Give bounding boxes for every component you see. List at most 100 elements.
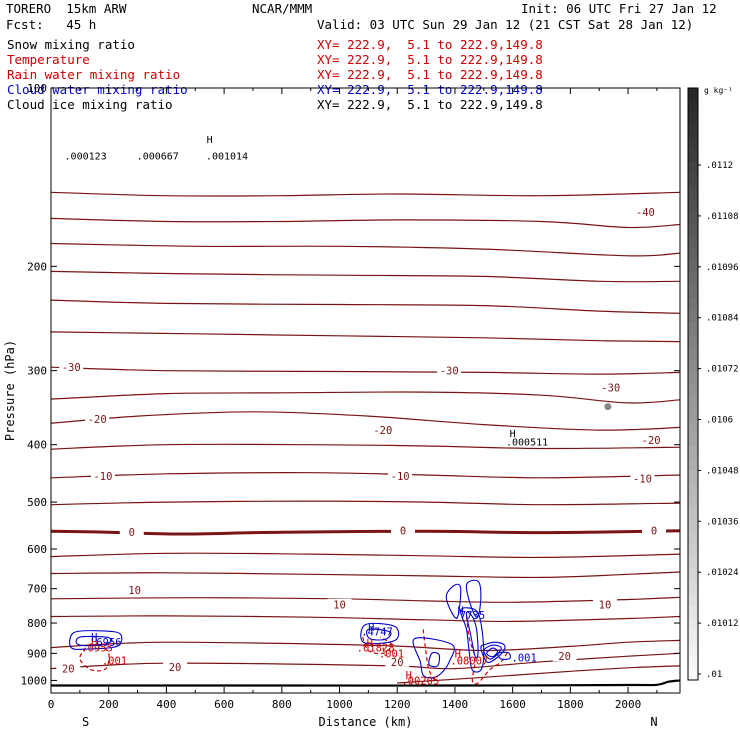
temperature-label: -20 xyxy=(373,425,392,437)
cloud-water-contour xyxy=(360,622,400,645)
x-end-label-right: N xyxy=(650,715,657,729)
temperature-label: -20 xyxy=(88,414,107,426)
temperature-label-bg xyxy=(391,524,416,536)
colorbar-segment xyxy=(688,125,698,138)
temperature-contour xyxy=(51,500,680,506)
header-valid: Valid: 03 UTC Sun 29 Jan 12 (21 CST Sat … xyxy=(317,17,694,32)
temperature-contour xyxy=(51,411,680,431)
rain-label: .00205 xyxy=(401,675,439,687)
colorbar-segment xyxy=(688,223,698,237)
colorbar-segment xyxy=(688,630,698,644)
temperature-label: 0 xyxy=(129,527,135,539)
colorbar-segment xyxy=(688,359,698,373)
snow-label: H xyxy=(510,429,516,440)
temperature-label-bg xyxy=(163,661,188,673)
colorbar-segment xyxy=(688,421,698,434)
snow-label: .000511 xyxy=(506,437,548,448)
temperature-contour xyxy=(397,665,680,684)
cloud-water-label: .7735 xyxy=(454,610,486,622)
temperature-label: 20 xyxy=(391,657,404,669)
colorbar-segment xyxy=(688,186,698,200)
x-axis-title: Distance (km) xyxy=(319,715,413,729)
temperature-label: -30 xyxy=(601,382,620,394)
colorbar-label: .01048 xyxy=(706,466,739,476)
y-tick-label: 500 xyxy=(27,496,47,509)
x-tick-label: 200 xyxy=(99,698,119,711)
terrain-line xyxy=(51,679,680,687)
temperature-contour xyxy=(51,366,680,375)
x-tick-label: 2000 xyxy=(615,698,642,711)
cloud-water-contour xyxy=(483,644,502,660)
temperature-label-bg xyxy=(370,424,395,436)
colorbar-segment xyxy=(688,655,698,669)
temperature-contour xyxy=(51,552,680,559)
temperature-label-bg xyxy=(630,472,655,484)
colorbar-label: .01 xyxy=(706,670,722,680)
cloud-water-contour xyxy=(366,628,392,641)
snow-label: .000667 xyxy=(137,152,179,163)
x-tick-label: 1400 xyxy=(442,698,469,711)
temperature-label: -30 xyxy=(440,366,459,378)
temperature-contour xyxy=(51,270,680,283)
colorbar-segment xyxy=(688,495,698,508)
temperature-label-bg xyxy=(59,361,84,373)
y-tick-label: 100 xyxy=(27,82,47,95)
temperature-label: 0 xyxy=(651,525,657,537)
colorbar-segment xyxy=(688,593,698,607)
colorbar-border xyxy=(687,87,699,681)
temperature-contour xyxy=(51,242,680,257)
temperature-label: -10 xyxy=(391,471,410,483)
colorbar-segment xyxy=(688,519,698,533)
rain-contour xyxy=(465,616,508,685)
temperature-contour xyxy=(51,391,680,404)
colorbar-segment xyxy=(688,408,698,422)
x-tick-label: 1600 xyxy=(499,698,526,711)
colorbar-segment xyxy=(688,285,698,299)
temperature-contour xyxy=(51,596,680,603)
colorbar-segment xyxy=(688,482,698,496)
plot-border xyxy=(50,87,681,694)
rain-label: .001 xyxy=(379,648,404,660)
temperature-contour xyxy=(51,299,680,314)
temperature-label-bg xyxy=(437,364,462,376)
colorbar: .0112 .01108 .01096 .01084 .01072 .0106 .01048… xyxy=(687,86,739,681)
colorbar-segment xyxy=(688,470,698,484)
colorbar-segment xyxy=(688,643,698,656)
colorbar-segment xyxy=(688,149,698,163)
rain-label: H xyxy=(455,648,461,660)
header-init: Init: 06 UTC Fri 27 Jan 12 xyxy=(521,1,717,16)
colorbar-label: .01096 xyxy=(706,263,739,273)
cloud-water-contour xyxy=(497,651,511,661)
colorbar-segment xyxy=(688,433,698,447)
temperature-label: -10 xyxy=(93,471,112,483)
cloud-water-label: H xyxy=(458,606,464,618)
legend-temperature-xy: XY= 222.9, 5.1 to 222.9,149.8 xyxy=(317,52,543,67)
y-tick-label: 600 xyxy=(27,543,47,556)
temperature-label: -40 xyxy=(636,207,655,219)
y-tick-label: 200 xyxy=(27,260,47,273)
rain-label: .0955 xyxy=(81,643,113,655)
rain-label: H xyxy=(91,637,97,649)
colorbar-segment xyxy=(688,199,698,212)
x-tick-label: 400 xyxy=(156,698,176,711)
legend-cloud-ice-label: Cloud ice mixing ratio xyxy=(7,97,173,112)
temperature-contour xyxy=(51,529,680,536)
x-tick-label: 1800 xyxy=(557,698,584,711)
colorbar-segment xyxy=(688,211,698,225)
colorbar-segment xyxy=(688,137,698,151)
cloud-water-label: .6956 xyxy=(90,637,122,649)
temperature-label-bg xyxy=(598,381,623,393)
rain-contour xyxy=(79,644,110,672)
y-tick-label: 1000 xyxy=(21,674,48,687)
temperature-contour xyxy=(51,472,680,479)
x-tick-label: 600 xyxy=(214,698,234,711)
cloud-water-contour xyxy=(412,637,455,679)
cloud-water-contour xyxy=(75,635,113,647)
colorbar-segment xyxy=(688,507,698,521)
colorbar-segment xyxy=(688,532,698,545)
temperature-label-bg xyxy=(633,206,658,218)
cloud-water-contours xyxy=(69,579,511,679)
colorbar-label: .01024 xyxy=(706,568,739,578)
